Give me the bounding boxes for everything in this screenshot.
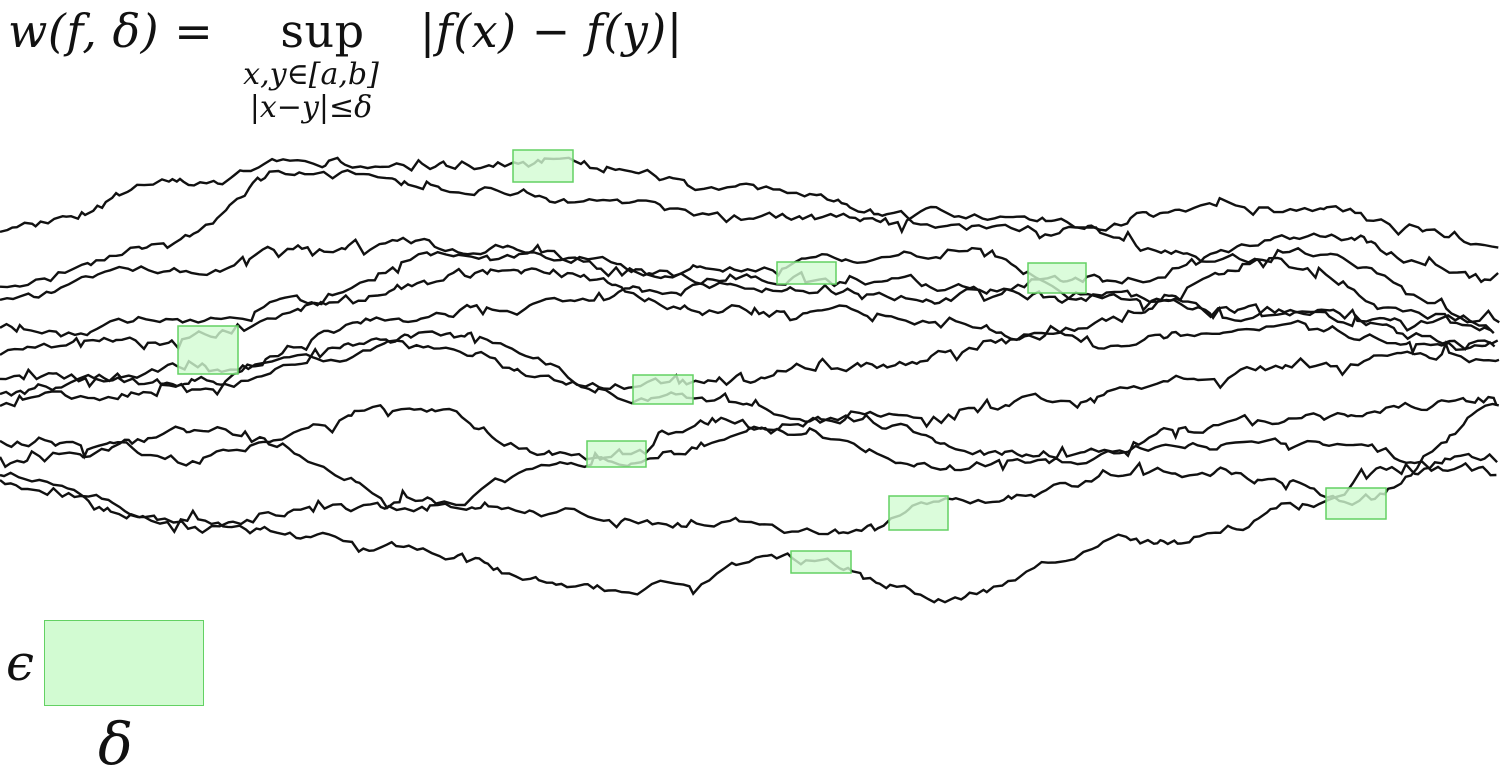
sample-path [0,319,1496,397]
highlight-window-box [632,374,694,405]
sample-path [0,402,1500,536]
formula-lhs: w(f, δ) = [8,4,214,58]
highlight-window-box [1027,262,1087,294]
sample-path [0,416,1497,510]
sample-path [0,246,1495,342]
formula-condition-distance: |x−y|≤δ [249,90,373,125]
sample-path [0,330,1500,429]
highlight-window-box [790,550,852,574]
formula-rhs: |f(x) − f(y)| [419,4,683,58]
highlight-window-box [888,495,949,531]
paths-layer [0,156,1500,604]
highlight-window-box [177,325,239,375]
modulus-of-continuity-formula: w(f, δ) = sup |f(x) − f(y)| x,y∈[a,b] |x… [8,0,728,140]
highlight-window-box [512,149,574,183]
formula-main-line: w(f, δ) = sup |f(x) − f(y)| [8,4,683,58]
formula-sup: sup [280,4,365,58]
legend-epsilon-label: ϵ [6,634,35,692]
window-boxes-layer [177,149,1387,574]
highlight-window-box [1325,487,1387,520]
sample-path [0,243,1499,356]
formula-condition-domain: x,y∈[a,b] [243,57,379,92]
sample-path [0,169,1493,332]
legend-window-box [44,620,204,706]
highlight-window-box [776,261,837,285]
highlight-window-box [586,440,647,468]
sample-path [0,232,1499,305]
legend-delta-label: δ [98,710,133,778]
sample-path [0,452,1498,604]
sample-path [0,395,1498,468]
sample-path [0,156,1499,249]
formula-sup-condition: x,y∈[a,b] |x−y|≤δ [226,58,396,124]
